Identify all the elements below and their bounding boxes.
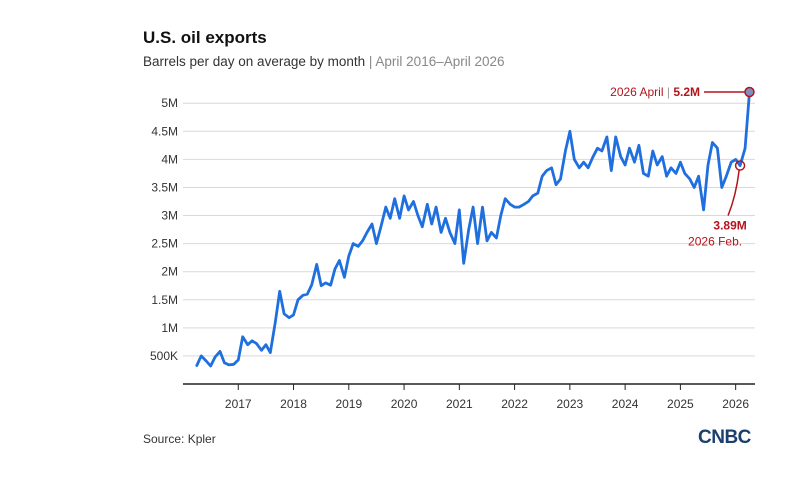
chart-subtitle: Barrels per day on average by month | Ap… — [143, 54, 505, 69]
annotation-date-feb: 2026 Feb. — [688, 235, 742, 249]
annotation-leader-feb — [727, 170, 740, 216]
y-tick-label: 4M — [161, 152, 178, 166]
cnbc-logo: CNBC — [698, 427, 751, 448]
x-tick-label: 2020 — [391, 397, 418, 411]
y-tick-label: 1M — [161, 321, 178, 335]
chart-title: U.S. oil exports — [143, 28, 267, 47]
subtitle-main: Barrels per day on average by month — [143, 54, 366, 69]
y-tick-label: 4.5M — [151, 124, 178, 138]
y-tick-label: 3M — [161, 209, 178, 223]
y-tick-label: 2.5M — [151, 237, 178, 251]
x-tick-label: 2023 — [557, 397, 584, 411]
y-tick-label: 5M — [161, 96, 178, 110]
annotation-marker-april — [744, 86, 755, 98]
annotations-layer: 2026 April | 5.2M 3.89M 2026 Feb. — [610, 85, 755, 249]
series-line-0 — [195, 90, 751, 368]
x-tick-label: 2017 — [225, 397, 252, 411]
subtitle-range: April 2016–April 2026 — [375, 54, 505, 69]
x-tick-label: 2022 — [501, 397, 528, 411]
y-tick-label: 3.5M — [151, 180, 178, 194]
y-tick-label: 500K — [150, 349, 178, 363]
annotation-value-feb: 3.89M — [713, 219, 746, 233]
subtitle-separator: | — [368, 54, 373, 69]
x-axis-ticks: 2017 2018 2019 2020 2021 2022 2023 2024 2025 2026 — [225, 384, 749, 411]
y-tick-label: 1.5M — [151, 293, 178, 307]
annotation-value-april: 5.2M — [673, 85, 700, 99]
y-axis-ticks: 500K 1M 1.5M 2M 2.5M 3M 3.5M 4M 4.5M 5M — [150, 96, 178, 363]
x-tick-label: 2018 — [280, 397, 307, 411]
x-tick-label: 2019 — [335, 397, 362, 411]
x-tick-label: 2025 — [667, 397, 694, 411]
x-tick-label: 2021 — [446, 397, 473, 411]
series-layer — [195, 90, 751, 368]
x-tick-label: 2026 — [722, 397, 749, 411]
annotation-label-april: 2026 April | 5.2M — [610, 85, 700, 99]
annotation-sep-april: | — [667, 85, 673, 99]
annotation-marker-feb — [734, 160, 746, 171]
annotation-date-april: 2026 April — [610, 85, 667, 99]
source-note: Source: Kpler — [143, 432, 216, 446]
y-tick-label: 2M — [161, 265, 178, 279]
x-tick-label: 2024 — [612, 397, 639, 411]
